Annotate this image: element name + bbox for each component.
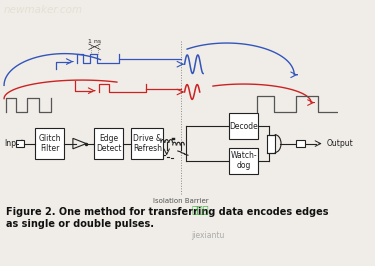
- Text: Isolation Barrier: Isolation Barrier: [153, 198, 209, 204]
- Text: newmaker.com: newmaker.com: [4, 5, 83, 15]
- Text: Glitch
Filter: Glitch Filter: [38, 134, 61, 153]
- Bar: [131, 128, 164, 159]
- Text: Decode: Decode: [229, 122, 258, 131]
- Text: 接线图: 接线图: [191, 205, 209, 214]
- Text: Watch-
dog: Watch- dog: [230, 151, 257, 171]
- Text: Input: Input: [5, 139, 25, 148]
- Text: jiexiantu: jiexiantu: [191, 231, 225, 240]
- Text: Output: Output: [326, 139, 353, 148]
- Bar: [94, 128, 123, 159]
- Text: Drive &
Refresh: Drive & Refresh: [133, 134, 162, 153]
- Bar: [229, 114, 258, 139]
- Bar: [229, 148, 258, 174]
- Bar: [35, 128, 64, 159]
- Bar: [267, 135, 274, 153]
- Text: Edge
Detect: Edge Detect: [96, 134, 122, 153]
- Bar: [296, 140, 305, 147]
- Bar: [15, 140, 24, 147]
- Text: 1 ns: 1 ns: [88, 39, 101, 44]
- Text: Figure 2. One method for transferring data encodes edges
as single or double pul: Figure 2. One method for transferring da…: [6, 207, 328, 229]
